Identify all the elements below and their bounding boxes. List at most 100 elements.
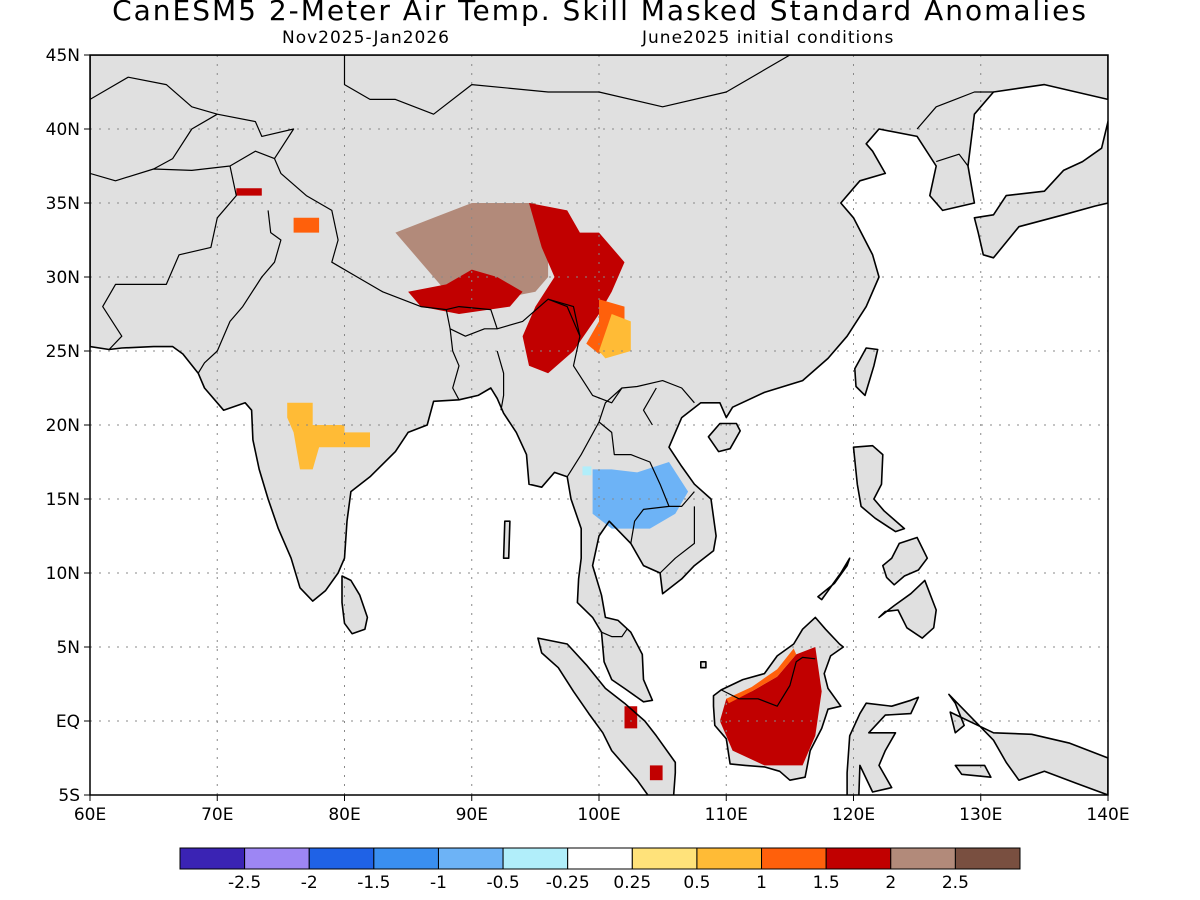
lat-tick-label: 10N [46,564,80,584]
colorbar-swatch [437,847,504,870]
border-9 [598,421,695,507]
border-18 [601,628,628,638]
colorbar-swatch [825,847,892,870]
lon-tick-label: 70E [201,805,233,825]
map-plot-area: Tibetan Plateau 2.5SE Tibet 2S Tibet 2Si… [90,55,1108,795]
anomaly-region: Pakistan hill 2 [236,188,262,196]
colorbar-label: 1 [756,873,767,893]
gridlines [90,55,1108,795]
anomaly-layer: Tibetan Plateau 2.5SE Tibet 2S Tibet 2Si… [236,188,822,781]
anomaly-region: Yunnan 1 [599,314,631,359]
coast-hainan [707,422,742,453]
anomaly-region: Central India 1 [287,402,370,470]
coast-luzon [852,444,906,533]
map-title: CanESM5 2-Meter Air Temp. Skill Masked S… [112,0,1088,27]
map-subtitle-init: June2025 initial conditions [642,28,895,48]
border-2 [153,113,295,170]
colorbar-swatch [244,847,310,870]
lat-tick-label: 25N [46,342,80,362]
coast-halmahera-guinea [948,693,1108,795]
border-12 [642,387,657,426]
border-14 [90,76,218,115]
land-asia-mainland [90,55,1108,702]
lat-tick-label: 5S [58,786,80,806]
colorbar-swatch [308,847,375,870]
colorbar: -2.5 -2 -1.5 -1 -0.5 -0.25 0.25 0.5 1 1.5 2 2.5 [179,847,1021,893]
anomaly-region: Indochina fringe -0.25 [582,466,592,476]
coast-taiwan [853,347,879,397]
lon-tick-label: 90E [456,805,488,825]
colorbar-label: -1 [430,873,447,893]
anomaly-region: Borneo north edge 1.5 [726,648,797,704]
colorbar-swatch [696,847,763,870]
land-mindanao [879,580,937,639]
anomaly-region: Kashmir 1.5 [293,217,320,233]
latitude-axis: 45N 40N 35N 30N 25N 20N 15N 10N 5N EQ 5S [46,46,90,806]
coast-natuna [699,660,707,669]
colorbar-label: 1.5 [813,873,840,893]
colorbar-swatch [954,847,1021,870]
coast-borneo [712,616,845,782]
colorbar-label: -0.25 [546,873,590,893]
colorbar-label: -0.5 [486,873,519,893]
land-sulawesi [847,697,919,795]
lon-tick-label: 120E [832,805,875,825]
lon-tick-label: 110E [705,805,748,825]
coast-visayas [881,536,929,586]
border-13 [343,55,791,115]
border-3 [197,210,282,374]
colorbar-swatch [567,847,633,870]
coast-sri-lanka [341,575,369,635]
colorbar-label: -2.5 [228,873,261,893]
lat-tick-label: EQ [56,712,80,732]
border-4 [445,309,498,337]
border-10 [630,505,670,544]
longitude-axis: 60E 70E 80E 90E 100E 110E 120E 130E 140E [74,795,1130,825]
coast-korea-japan [973,120,1108,259]
border-15 [916,91,994,130]
anomaly-region: Tibetan Plateau 2.5 [395,203,549,300]
border-16 [936,153,969,167]
coast-sumatra [537,637,677,795]
border-7 [547,298,581,337]
lon-tick-label: 60E [74,805,106,825]
colorbar-label: -2 [301,873,318,893]
coast-mindanao [878,579,938,639]
anomaly-region: S Tibet 2 [408,269,523,314]
anomaly-region: Borneo 2 [719,647,822,766]
land-palawan [817,558,850,600]
coastlines [90,55,1108,795]
colorbar-swatch [179,847,246,870]
lon-tick-label: 100E [577,805,620,825]
coast-seram [954,764,992,779]
colorbar-label: 2 [885,873,896,893]
lat-tick-label: 5N [56,638,80,658]
lat-tick-label: 45N [46,46,80,66]
border-17 [720,656,816,707]
land-sri-lanka [342,576,368,634]
colorbar-label: 0.25 [613,873,651,893]
border-11 [659,506,696,574]
land-sumatra [537,638,676,795]
lon-tick-label: 80E [328,805,360,825]
lat-tick-label: 35N [46,194,80,214]
lon-tick-label: 130E [959,805,1002,825]
border-1 [102,165,237,350]
anomaly-region: Java 2 [649,765,663,781]
coast-asia-mainland [90,55,1108,703]
map-subtitle-season: Nov2025-Jan2026 [282,28,450,48]
lon-tick-label: 140E [1086,805,1129,825]
land-natuna [700,661,706,668]
colorbar-label: 0.5 [683,873,710,893]
lat-tick-label: 30N [46,268,80,288]
coast-palawan [817,557,851,601]
border-5 [449,328,460,401]
border-6 [496,350,505,411]
colorbar-swatch [631,847,698,870]
coast-sulawesi [846,696,920,795]
lat-tick-label: 40N [46,120,80,140]
colorbar-label: 2.5 [942,873,969,893]
colorbar-swatch [890,847,956,870]
colorbar-swatch [761,847,827,870]
